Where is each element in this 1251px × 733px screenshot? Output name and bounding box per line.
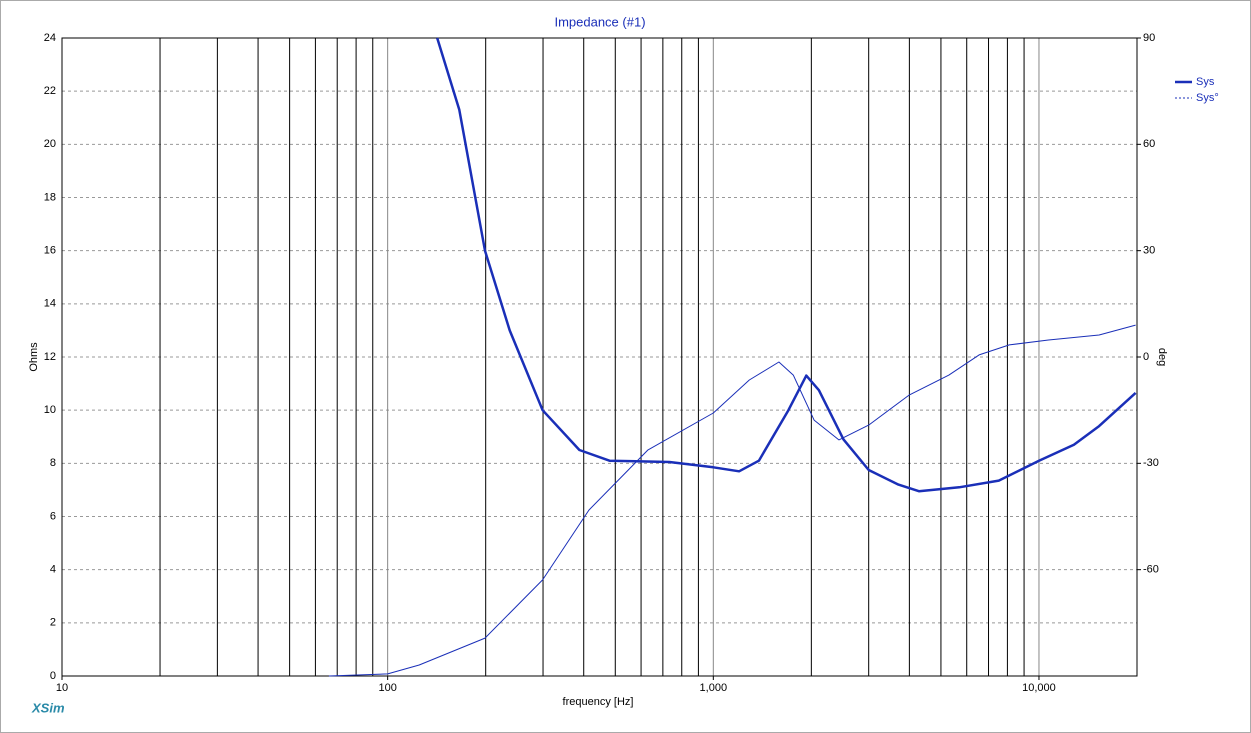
y-axis-label: Ohms [28,342,40,372]
y-tick-label: 20 [44,138,56,150]
y-tick-label: 6 [50,510,56,522]
x-tick-label: 100 [378,682,396,694]
y-tick-label: 12 [44,351,56,363]
y2-tick-label: -30 [1143,457,1159,469]
y2-tick-label: 90 [1143,32,1155,44]
y-tick-label: 18 [44,191,56,203]
y2-tick-label: 30 [1143,245,1155,257]
y2-tick-label: -60 [1143,564,1159,576]
y-tick-label: 14 [44,298,56,310]
y-tick-label: 22 [44,85,56,97]
legend-label: Sys [1196,76,1215,88]
x-tick-label: 10 [56,682,68,694]
y2-axis-label: deg [1156,348,1168,366]
y-tick-label: 10 [44,404,56,416]
x-tick-label: 1,000 [700,682,728,694]
logo: XSim [31,700,65,715]
chart-title: Impedance (#1) [554,14,645,29]
y-tick-label: 0 [50,670,56,682]
y-tick-label: 2 [50,617,56,629]
series-line [436,37,1137,493]
x-tick-label: 10,000 [1022,682,1056,694]
series-line [328,324,1136,677]
x-axis-label: frequency [Hz] [563,696,634,708]
y-tick-label: 8 [50,457,56,469]
y-tick-label: 24 [44,32,56,44]
y2-tick-label: 0 [1143,351,1149,363]
y-tick-label: 16 [44,245,56,257]
y2-tick-label: 60 [1143,138,1155,150]
y-tick-label: 4 [50,564,56,576]
legend-label: Sys° [1196,92,1219,104]
